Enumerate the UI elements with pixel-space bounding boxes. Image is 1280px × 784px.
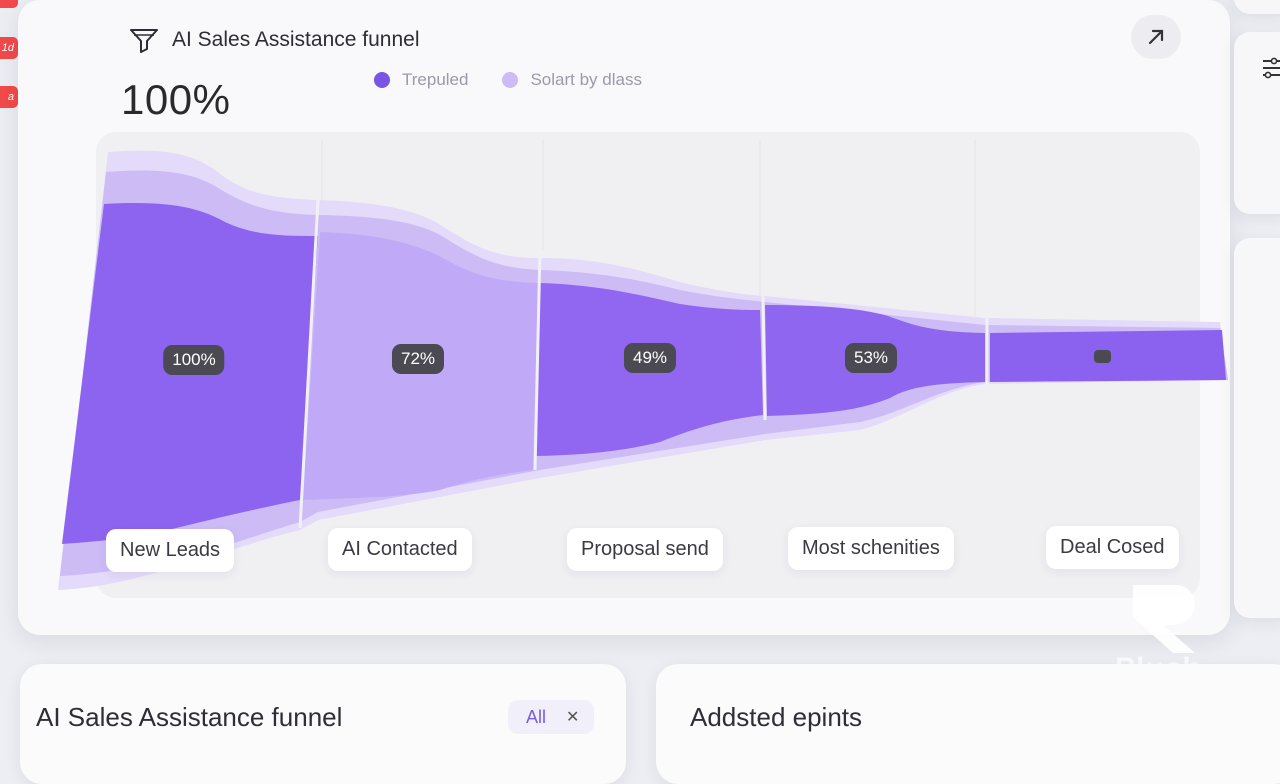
stage-label-new-leads[interactable]: New Leads xyxy=(106,529,235,572)
filter-settings-icon[interactable] xyxy=(1263,56,1280,87)
stage-label-ai-contacted[interactable]: AI Contacted xyxy=(328,528,472,571)
side-card xyxy=(1234,238,1280,618)
stage-label-most-schenities[interactable]: Most schenities xyxy=(788,527,954,570)
arrow-up-right-icon xyxy=(1148,29,1164,45)
stage-divider xyxy=(533,249,542,471)
bottom-card-title: Addsted epints xyxy=(690,702,863,732)
stage-percentage-tag: 72% xyxy=(391,344,445,374)
legend-item[interactable]: Solart by dlass xyxy=(502,70,642,90)
bottom-card-points: Addsted epints xyxy=(656,664,1280,784)
stage-divider xyxy=(761,295,767,421)
legend-label: Trepuled xyxy=(402,70,469,89)
funnel-icon xyxy=(128,26,160,54)
bottom-card-title: AI Sales Assistance funnel xyxy=(36,702,343,732)
stage-label-deal-cosed[interactable]: Deal Cosed xyxy=(1046,526,1179,569)
stage-percentage-tag xyxy=(1094,350,1111,363)
legend-swatch xyxy=(374,72,390,88)
card-title: AI Sales Assistance funnel xyxy=(172,28,420,51)
chevron-down-icon: ✕ xyxy=(566,709,580,726)
total-percentage: 100% xyxy=(121,76,231,123)
filter-dropdown[interactable]: All ✕ xyxy=(508,700,594,734)
bottom-card-funnel: AI Sales Assistance funnel All ✕ xyxy=(20,664,626,784)
legend-label: Solart by dlass xyxy=(530,70,642,89)
stage-percentage-tag: 49% xyxy=(623,343,677,373)
legend-item[interactable]: Trepuled xyxy=(374,70,468,90)
legend: Trepuled Solart by dlass xyxy=(374,70,642,90)
expand-button[interactable] xyxy=(1131,15,1181,59)
stage-label-proposal-send[interactable]: Proposal send xyxy=(567,528,723,571)
dropdown-value: All xyxy=(526,706,547,727)
notification-badge: a xyxy=(0,86,18,108)
side-card xyxy=(1234,0,1280,14)
stage-percentage-tag: 53% xyxy=(844,343,898,373)
legend-swatch xyxy=(502,72,519,88)
card-header: AI Sales Assistance funnel xyxy=(128,26,419,54)
stage-divider xyxy=(298,199,320,529)
notification-badge xyxy=(0,0,18,8)
notification-badge: 1d xyxy=(0,37,18,59)
watermark-logo-icon xyxy=(1133,585,1195,653)
stage-percentage-tag: 100% xyxy=(163,345,225,375)
